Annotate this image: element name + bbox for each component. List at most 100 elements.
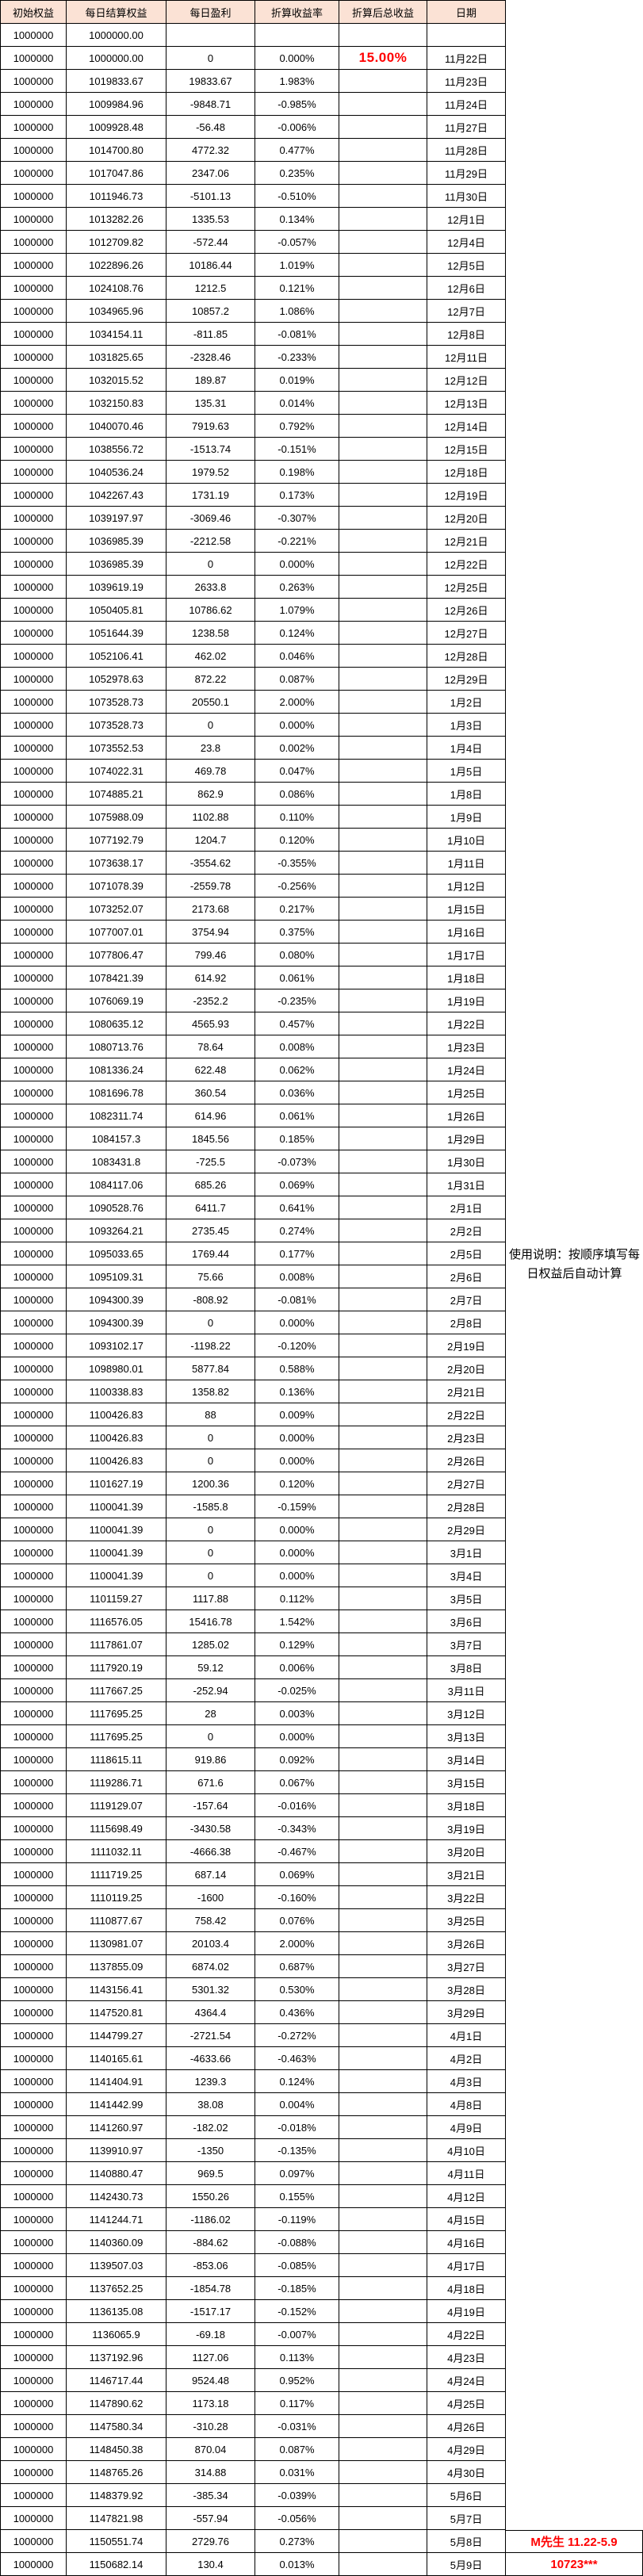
return-rate-cell[interactable]: -0.088% bbox=[255, 2231, 339, 2254]
daily-profit-cell[interactable]: -2212.58 bbox=[166, 530, 255, 553]
settlement-equity-cell[interactable]: 1081696.78 bbox=[67, 1081, 166, 1104]
total-return-cell[interactable] bbox=[339, 139, 427, 162]
total-return-cell[interactable] bbox=[339, 1357, 427, 1380]
initial-equity-cell[interactable]: 1000000 bbox=[0, 2507, 67, 2530]
settlement-equity-cell[interactable]: 1094300.39 bbox=[67, 1288, 166, 1311]
total-return-cell[interactable] bbox=[339, 1840, 427, 1863]
settlement-equity-cell[interactable]: 1081336.24 bbox=[67, 1058, 166, 1081]
total-return-cell[interactable] bbox=[339, 737, 427, 760]
date-cell[interactable]: 12月19日 bbox=[427, 484, 506, 507]
return-rate-cell[interactable]: 0.436% bbox=[255, 2001, 339, 2024]
daily-profit-cell[interactable]: 4772.32 bbox=[166, 139, 255, 162]
settlement-equity-cell[interactable]: 1150551.74 bbox=[67, 2530, 166, 2553]
return-rate-cell[interactable]: 0.124% bbox=[255, 622, 339, 645]
return-rate-cell[interactable]: 0.080% bbox=[255, 944, 339, 966]
date-cell[interactable]: 4月25日 bbox=[427, 2392, 506, 2415]
date-cell[interactable]: 2月7日 bbox=[427, 1288, 506, 1311]
total-return-cell[interactable] bbox=[339, 93, 427, 116]
initial-equity-cell[interactable]: 1000000 bbox=[0, 875, 67, 898]
daily-profit-cell[interactable]: 1212.5 bbox=[166, 277, 255, 300]
return-rate-cell[interactable]: 0.000% bbox=[255, 553, 339, 576]
return-rate-cell[interactable]: -0.031% bbox=[255, 2415, 339, 2438]
date-cell[interactable]: 3月6日 bbox=[427, 1610, 506, 1633]
initial-equity-cell[interactable]: 1000000 bbox=[0, 1081, 67, 1104]
return-rate-cell[interactable]: -0.016% bbox=[255, 1794, 339, 1817]
total-return-cell[interactable] bbox=[339, 1610, 427, 1633]
initial-equity-cell[interactable]: 1000000 bbox=[0, 2484, 67, 2507]
total-return-cell[interactable] bbox=[339, 1449, 427, 1472]
total-return-cell[interactable] bbox=[339, 553, 427, 576]
settlement-equity-cell[interactable]: 1117861.07 bbox=[67, 1633, 166, 1656]
date-cell[interactable]: 3月21日 bbox=[427, 1863, 506, 1886]
daily-profit-cell[interactable]: 7919.63 bbox=[166, 415, 255, 438]
settlement-equity-cell[interactable]: 1014700.80 bbox=[67, 139, 166, 162]
return-rate-cell[interactable]: 0.000% bbox=[255, 1426, 339, 1449]
total-return-cell[interactable] bbox=[339, 1702, 427, 1725]
total-return-cell[interactable] bbox=[339, 760, 427, 783]
initial-equity-cell[interactable]: 1000000 bbox=[0, 277, 67, 300]
total-return-cell[interactable] bbox=[339, 898, 427, 921]
settlement-equity-cell[interactable]: 1143156.41 bbox=[67, 1978, 166, 2001]
return-rate-cell[interactable]: 0.087% bbox=[255, 668, 339, 691]
date-cell[interactable]: 12月7日 bbox=[427, 300, 506, 323]
date-cell[interactable]: 3月29日 bbox=[427, 2001, 506, 2024]
date-cell[interactable]: 1月26日 bbox=[427, 1104, 506, 1127]
initial-equity-cell[interactable]: 1000000 bbox=[0, 645, 67, 668]
total-return-cell[interactable] bbox=[339, 989, 427, 1012]
daily-profit-cell[interactable]: 5877.84 bbox=[166, 1357, 255, 1380]
date-cell[interactable]: 2月29日 bbox=[427, 1518, 506, 1541]
initial-equity-cell[interactable]: 1000000 bbox=[0, 576, 67, 599]
settlement-equity-cell[interactable]: 1150682.14 bbox=[67, 2553, 166, 2576]
settlement-equity-cell[interactable]: 1140360.09 bbox=[67, 2231, 166, 2254]
return-rate-cell[interactable]: 0.009% bbox=[255, 1403, 339, 1426]
settlement-equity-cell[interactable]: 1051644.39 bbox=[67, 622, 166, 645]
total-return-cell[interactable] bbox=[339, 24, 427, 47]
daily-profit-cell[interactable]: 969.5 bbox=[166, 2162, 255, 2185]
initial-equity-cell[interactable]: 1000000 bbox=[0, 2438, 67, 2461]
daily-profit-cell[interactable]: 1200.36 bbox=[166, 1472, 255, 1495]
settlement-equity-cell[interactable]: 1148450.38 bbox=[67, 2438, 166, 2461]
date-cell[interactable]: 11月27日 bbox=[427, 116, 506, 139]
date-cell[interactable]: 2月22日 bbox=[427, 1403, 506, 1426]
initial-equity-cell[interactable]: 1000000 bbox=[0, 1495, 67, 1518]
date-cell[interactable]: 2月5日 bbox=[427, 1242, 506, 1265]
date-cell[interactable]: 4月8日 bbox=[427, 2093, 506, 2116]
settlement-equity-cell[interactable]: 1100041.39 bbox=[67, 1518, 166, 1541]
initial-equity-cell[interactable]: 1000000 bbox=[0, 1725, 67, 1748]
date-cell[interactable]: 12月1日 bbox=[427, 208, 506, 231]
date-cell[interactable]: 12月8日 bbox=[427, 323, 506, 346]
return-rate-cell[interactable]: 0.014% bbox=[255, 392, 339, 415]
total-return-cell[interactable] bbox=[339, 346, 427, 369]
settlement-equity-cell[interactable]: 1098980.01 bbox=[67, 1357, 166, 1380]
date-cell[interactable]: 4月26日 bbox=[427, 2415, 506, 2438]
initial-equity-cell[interactable]: 1000000 bbox=[0, 1242, 67, 1265]
date-cell[interactable]: 11月24日 bbox=[427, 93, 506, 116]
daily-profit-cell[interactable]: 1173.18 bbox=[166, 2392, 255, 2415]
return-rate-cell[interactable]: -0.256% bbox=[255, 875, 339, 898]
initial-equity-cell[interactable]: 1000000 bbox=[0, 1656, 67, 1679]
total-return-cell[interactable] bbox=[339, 1587, 427, 1610]
return-rate-cell[interactable]: 0.087% bbox=[255, 2438, 339, 2461]
date-cell[interactable]: 12月11日 bbox=[427, 346, 506, 369]
daily-profit-cell[interactable]: 671.6 bbox=[166, 1771, 255, 1794]
settlement-equity-cell[interactable]: 1039197.97 bbox=[67, 507, 166, 530]
total-return-cell[interactable] bbox=[339, 484, 427, 507]
daily-profit-cell[interactable]: 9524.48 bbox=[166, 2369, 255, 2392]
initial-equity-cell[interactable]: 1000000 bbox=[0, 507, 67, 530]
settlement-equity-cell[interactable]: 1013282.26 bbox=[67, 208, 166, 231]
initial-equity-cell[interactable]: 1000000 bbox=[0, 1587, 67, 1610]
total-return-cell[interactable] bbox=[339, 2300, 427, 2323]
date-cell[interactable]: 1月12日 bbox=[427, 875, 506, 898]
date-cell[interactable]: 2月6日 bbox=[427, 1265, 506, 1288]
total-return-cell[interactable] bbox=[339, 2116, 427, 2139]
daily-profit-cell[interactable]: 622.48 bbox=[166, 1058, 255, 1081]
initial-equity-cell[interactable]: 1000000 bbox=[0, 2116, 67, 2139]
settlement-equity-cell[interactable]: 1119286.71 bbox=[67, 1771, 166, 1794]
return-rate-cell[interactable]: 0.185% bbox=[255, 1127, 339, 1150]
return-rate-cell[interactable]: 0.046% bbox=[255, 645, 339, 668]
initial-equity-cell[interactable]: 1000000 bbox=[0, 1403, 67, 1426]
settlement-equity-cell[interactable]: 1140880.47 bbox=[67, 2162, 166, 2185]
initial-equity-cell[interactable]: 1000000 bbox=[0, 1932, 67, 1955]
total-return-cell[interactable] bbox=[339, 1403, 427, 1426]
initial-equity-cell[interactable]: 1000000 bbox=[0, 2346, 67, 2369]
